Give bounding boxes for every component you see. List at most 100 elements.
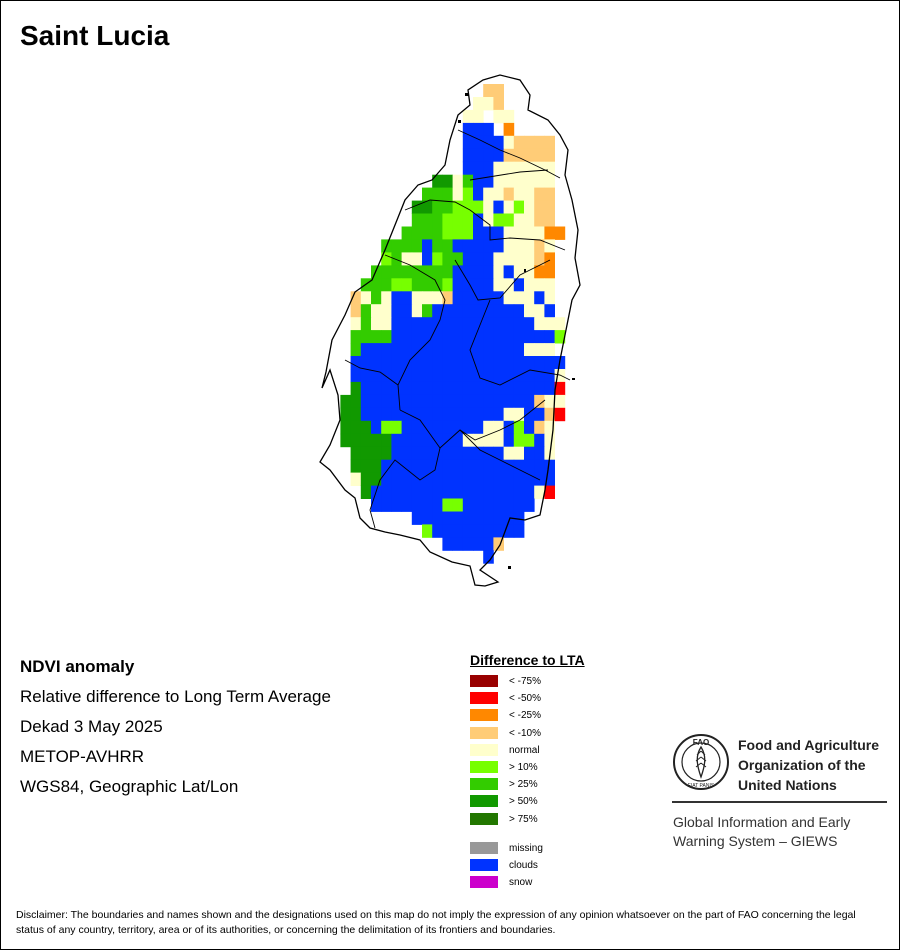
raster-pixel xyxy=(544,278,555,292)
raster-pixel xyxy=(513,174,525,189)
raster-pixel xyxy=(360,394,372,409)
raster-pixel xyxy=(442,420,453,435)
raster-pixel xyxy=(371,265,382,279)
raster-pixel xyxy=(462,433,474,448)
raster-pixel xyxy=(462,304,474,318)
raster-pixel xyxy=(493,148,504,163)
raster-pixel xyxy=(473,511,484,525)
raster-pixel xyxy=(371,291,382,305)
raster-pixel xyxy=(554,394,566,409)
raster-pixel xyxy=(503,433,515,448)
raster-pixel xyxy=(483,394,494,409)
raster-pixel xyxy=(513,317,525,331)
raster-pixel xyxy=(503,226,515,240)
raster-pixel xyxy=(493,369,504,383)
legend-swatch xyxy=(470,795,498,808)
raster-pixel xyxy=(432,381,443,396)
raster-pixel xyxy=(473,97,484,111)
raster-pixel xyxy=(422,187,433,201)
raster-pixel xyxy=(493,239,504,253)
raster-pixel xyxy=(432,433,443,448)
raster-pixel xyxy=(360,446,372,461)
raster-pixel xyxy=(503,213,515,227)
raster-pixel xyxy=(524,200,535,214)
raster-pixel xyxy=(462,213,474,227)
raster-pixel xyxy=(534,135,545,150)
raster-pixel xyxy=(401,330,413,344)
raster-pixel xyxy=(544,161,555,176)
raster-pixel xyxy=(493,407,504,422)
raster-pixel xyxy=(534,148,545,163)
raster-pixel xyxy=(422,239,433,253)
raster-pixel xyxy=(432,187,443,201)
raster-pixel xyxy=(350,459,362,474)
raster-pixel xyxy=(524,407,535,422)
raster-pixel xyxy=(422,381,433,396)
raster-pixel xyxy=(360,343,372,357)
raster-pixel xyxy=(360,317,372,331)
raster-pixel xyxy=(391,356,402,370)
raster-pixel xyxy=(544,433,555,448)
raster-pixel xyxy=(503,252,515,266)
raster-pixel xyxy=(411,498,423,512)
legend-swatch xyxy=(470,812,498,825)
raster-pixel xyxy=(411,394,423,409)
raster-pixel xyxy=(360,433,372,448)
raster-pixel xyxy=(442,239,453,253)
raster-pixel xyxy=(462,498,474,512)
raster-pixel xyxy=(473,161,484,176)
raster-pixel xyxy=(483,381,494,396)
raster-pixel xyxy=(493,498,504,512)
raster-pixel xyxy=(503,122,515,137)
raster-pixel xyxy=(473,537,484,551)
raster-pixel xyxy=(401,433,413,448)
legend-swatch xyxy=(470,876,498,889)
raster-pixel xyxy=(483,161,494,176)
legend-label: < -50% xyxy=(509,693,541,705)
svg-text:FAO: FAO xyxy=(693,738,709,747)
raster-pixel xyxy=(411,381,423,396)
raster-pixel xyxy=(462,537,474,551)
raster-pixel xyxy=(473,213,484,227)
legend-label: missing xyxy=(509,842,543,854)
raster-pixel xyxy=(483,291,494,305)
raster-pixel xyxy=(534,213,545,227)
raster-pixel xyxy=(371,381,382,396)
giews-name: Global Information and Early Warning Sys… xyxy=(673,814,851,849)
raster-pixel xyxy=(473,317,484,331)
raster-pixel xyxy=(442,213,453,227)
raster-pixel xyxy=(483,485,494,499)
raster-pixel xyxy=(534,446,545,461)
raster-pixel xyxy=(371,433,382,448)
raster-pixel xyxy=(350,381,362,396)
raster-pixel xyxy=(462,369,474,383)
legend-swatch xyxy=(470,692,498,705)
raster-pixel xyxy=(503,239,515,253)
raster-pixel xyxy=(391,459,402,474)
raster-pixel xyxy=(473,356,484,370)
raster-pixel xyxy=(432,472,443,486)
raster-pixel xyxy=(452,200,464,214)
raster-pixel xyxy=(381,369,392,383)
raster-pixel xyxy=(350,394,362,409)
raster-pixel xyxy=(462,135,474,150)
raster-pixel xyxy=(411,265,423,279)
raster-pixel xyxy=(462,278,474,292)
raster-pixel xyxy=(493,343,504,357)
raster-pixel xyxy=(524,239,535,253)
raster-pixel xyxy=(442,317,453,331)
raster-pixel xyxy=(381,381,392,396)
raster-pixel xyxy=(493,252,504,266)
raster-pixel xyxy=(524,369,535,383)
legend-label: snow xyxy=(509,877,533,889)
raster-pixel xyxy=(401,278,413,292)
raster-pixel xyxy=(462,265,474,279)
raster-pixel xyxy=(493,381,504,396)
raster-pixel xyxy=(391,394,402,409)
raster-pixel xyxy=(473,343,484,357)
raster-pixel xyxy=(350,446,362,461)
legend-swatch xyxy=(470,778,498,791)
raster-pixel xyxy=(401,381,413,396)
raster-pixel xyxy=(513,265,525,279)
raster-pixel xyxy=(534,343,545,357)
